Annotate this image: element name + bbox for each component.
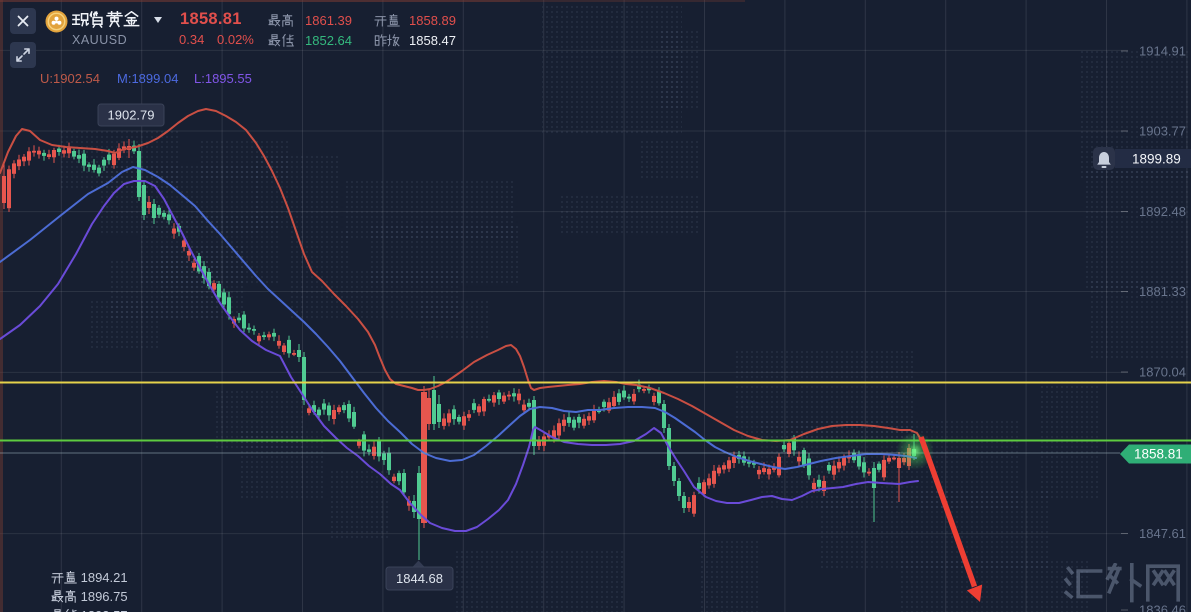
- svg-text:1870.04: 1870.04: [1139, 365, 1186, 380]
- svg-text:1858.81: 1858.81: [1134, 447, 1183, 462]
- svg-text:1847.61: 1847.61: [1139, 526, 1186, 541]
- svg-text:1899.89: 1899.89: [1132, 152, 1181, 167]
- svg-text:1881.33: 1881.33: [1139, 284, 1186, 299]
- svg-text:1903.77: 1903.77: [1139, 124, 1186, 139]
- svg-text:1844.68: 1844.68: [396, 571, 443, 586]
- svg-text:1836.46: 1836.46: [1139, 603, 1186, 612]
- svg-text:1902.79: 1902.79: [108, 108, 155, 123]
- svg-text:1914.91: 1914.91: [1139, 44, 1186, 59]
- svg-text:1892.48: 1892.48: [1139, 204, 1186, 219]
